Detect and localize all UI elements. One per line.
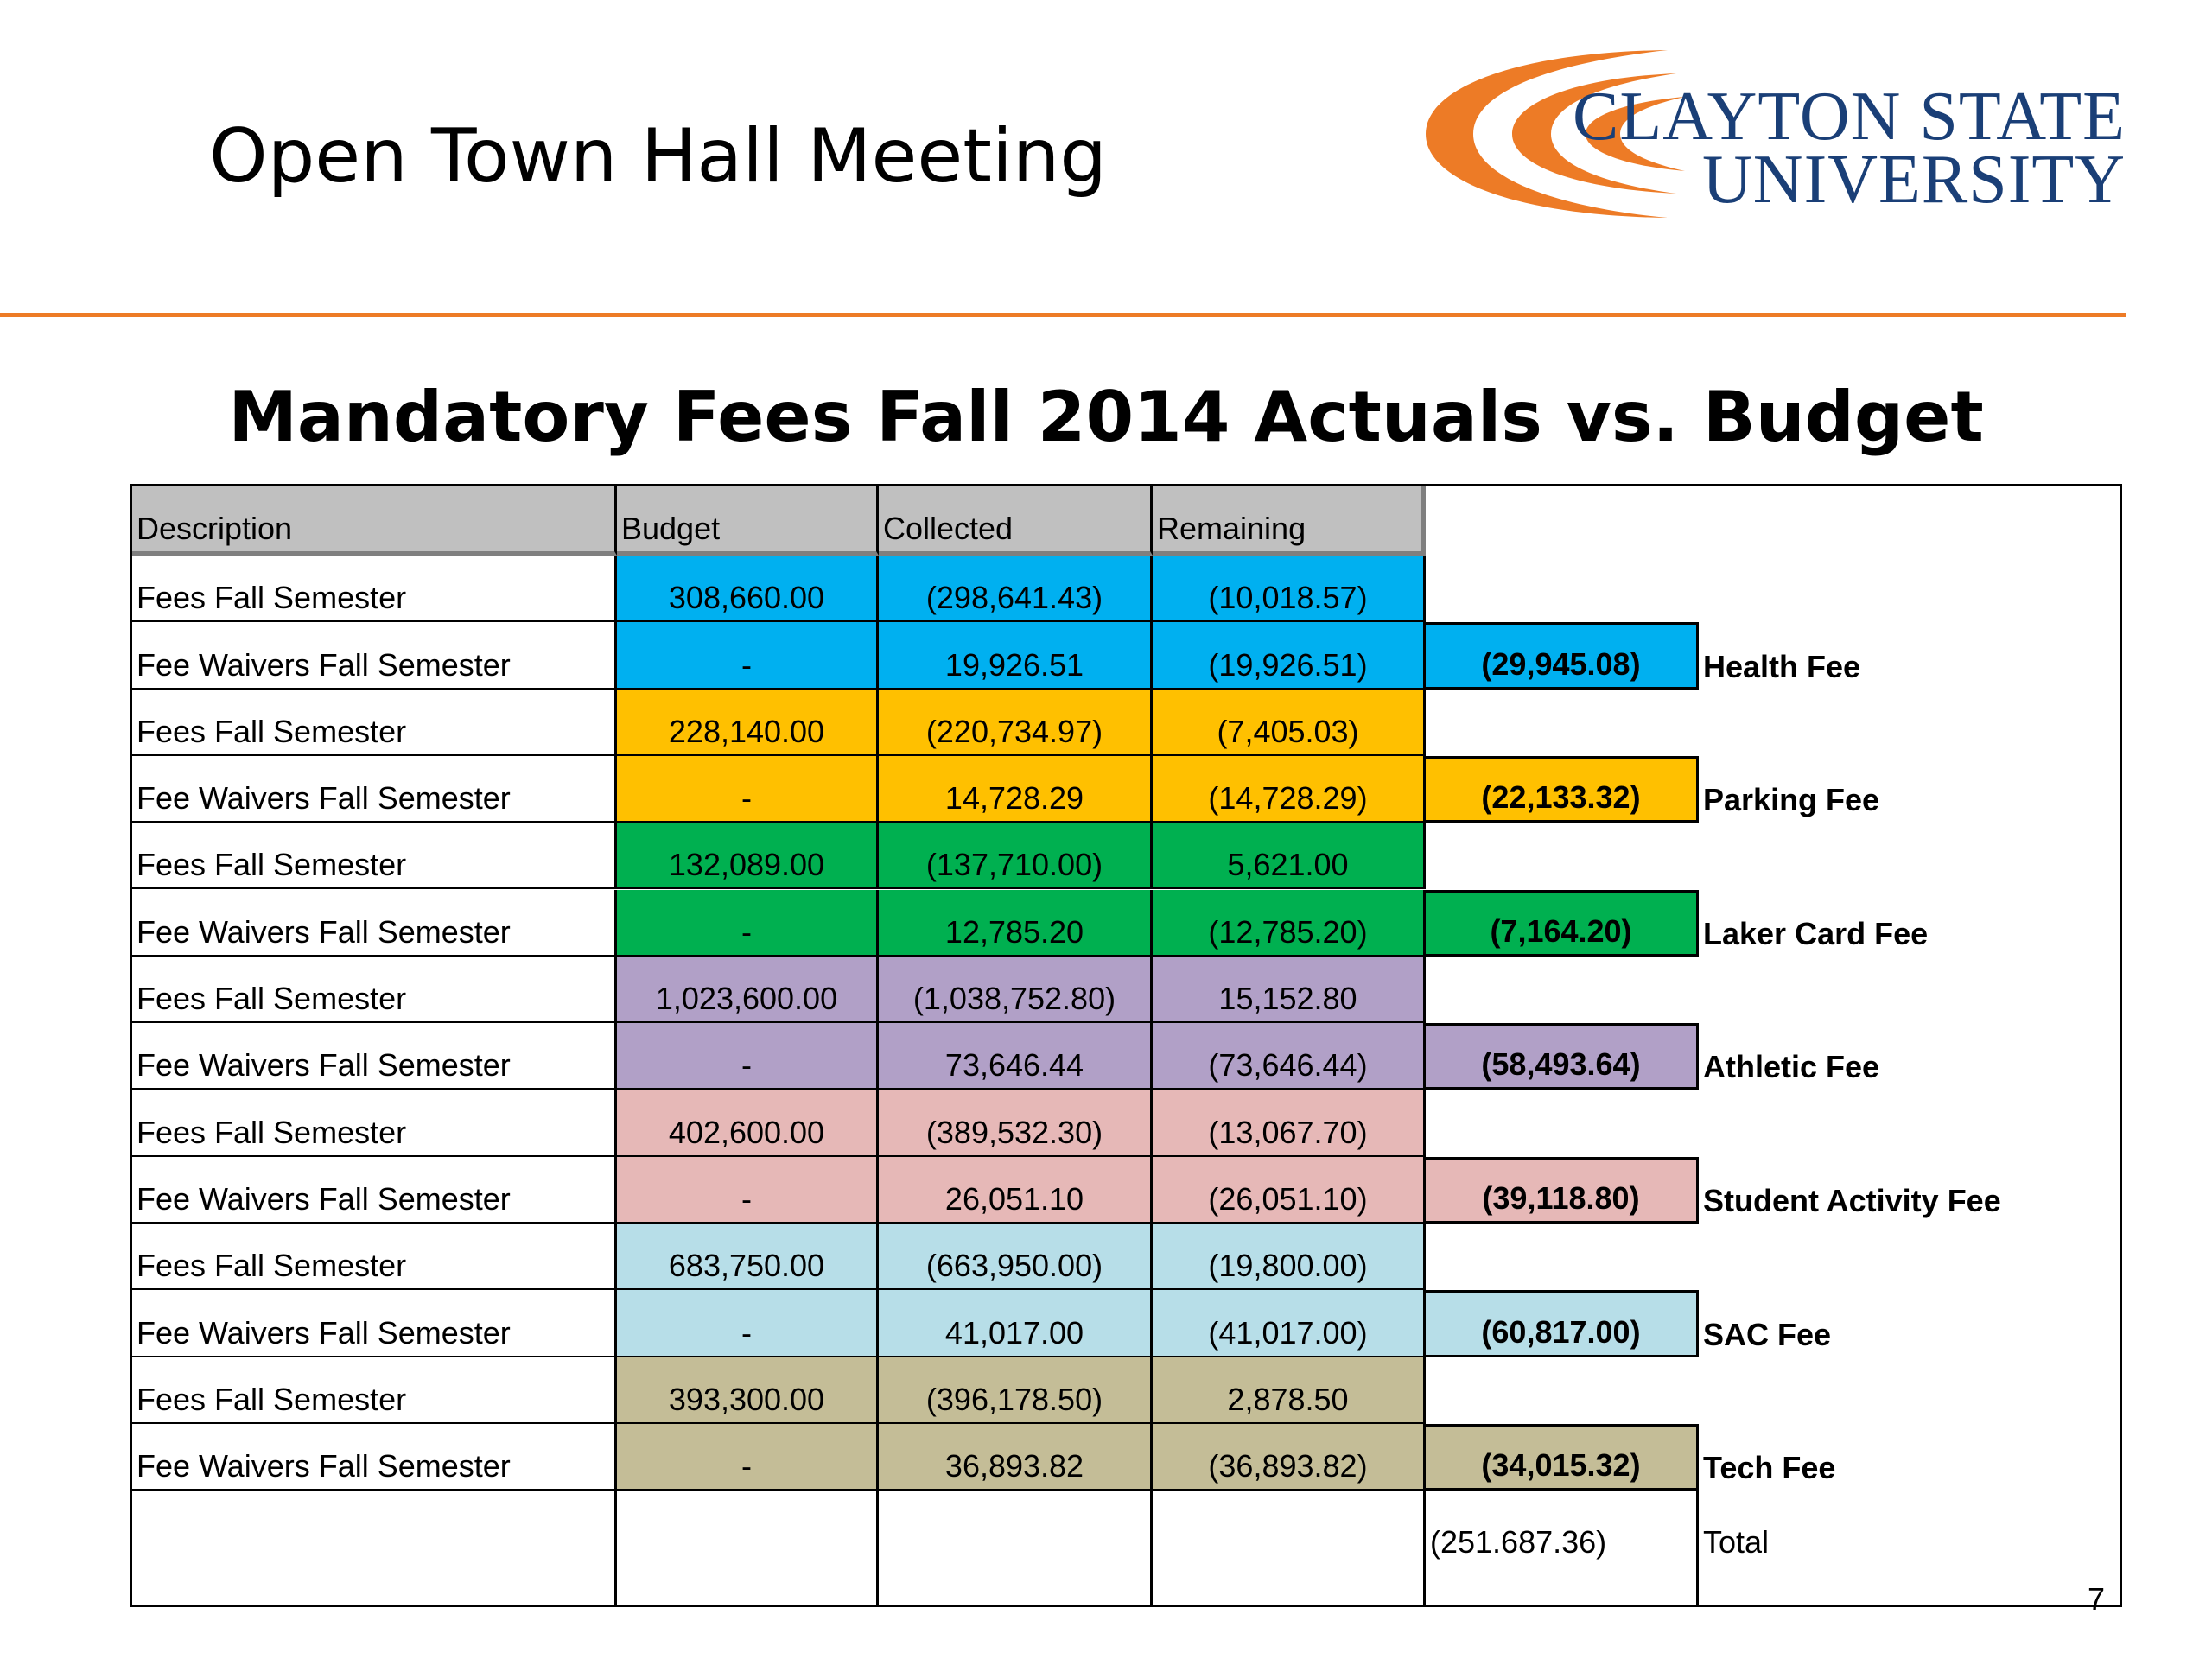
- row-remaining: (13,067.70): [1153, 1090, 1426, 1157]
- fee-name-label: Parking Fee: [1703, 782, 1880, 818]
- row-remaining: (10,018.57): [1153, 556, 1426, 623]
- row-collected: 12,785.20: [879, 889, 1153, 957]
- clayton-state-logo: CLAYTON STATE UNIVERSITY: [1408, 35, 2126, 233]
- row-description: Fees Fall Semester: [132, 556, 617, 623]
- page-number: 7: [2087, 1581, 2105, 1617]
- row-remaining: (41,017.00): [1153, 1290, 1426, 1357]
- swoosh-icon: [1426, 50, 1685, 218]
- row-collected: 73,646.44: [879, 1023, 1153, 1090]
- row-budget: 132,089.00: [617, 823, 879, 890]
- row-collected: (137,710.00): [879, 823, 1153, 890]
- row-description: Fees Fall Semester: [132, 689, 617, 756]
- header-description: Description: [132, 486, 617, 556]
- total-row-blank: [617, 1491, 879, 1608]
- row-remaining: (36,893.82): [1153, 1423, 1426, 1491]
- row-budget: -: [617, 1023, 879, 1090]
- row-remaining: 15,152.80: [1153, 956, 1426, 1024]
- total-row-blank: [1153, 1491, 1426, 1608]
- logo-text-line2: UNIVERSITY: [1702, 142, 2126, 218]
- fees-table: Description Budget Collected Remaining Fees …: [130, 484, 2122, 1608]
- row-collected: 41,017.00: [879, 1290, 1153, 1357]
- fee-net-value: (39,118.80): [1426, 1156, 1699, 1224]
- fee-name-label: Athletic Fee: [1703, 1049, 1880, 1085]
- row-remaining: (73,646.44): [1153, 1023, 1426, 1090]
- row-collected: (1,038,752.80): [879, 956, 1153, 1024]
- main-title: Mandatory Fees Fall 2014 Actuals vs. Bud…: [228, 377, 1984, 457]
- row-collected: 36,893.82: [879, 1423, 1153, 1491]
- fee-name-label: Student Activity Fee: [1703, 1182, 2001, 1218]
- fee-name-label: Tech Fee: [1703, 1450, 1836, 1486]
- row-remaining: (19,926.51): [1153, 622, 1426, 690]
- row-remaining: 5,621.00: [1153, 823, 1426, 890]
- total-row-blank: [132, 1491, 617, 1608]
- header-remaining: Remaining: [1153, 486, 1426, 556]
- row-budget: 402,600.00: [617, 1090, 879, 1157]
- row-description: Fees Fall Semester: [132, 956, 617, 1024]
- row-description: Fee Waivers Fall Semester: [132, 622, 617, 690]
- row-remaining: (7,405.03): [1153, 689, 1426, 756]
- row-budget: 1,023,600.00: [617, 956, 879, 1024]
- row-description: Fees Fall Semester: [132, 1090, 617, 1157]
- row-remaining: 2,878.50: [1153, 1357, 1426, 1424]
- fee-net-value: (7,164.20): [1426, 889, 1699, 957]
- header-budget: Budget: [617, 486, 879, 556]
- row-budget: -: [617, 1423, 879, 1491]
- fee-name-label: Health Fee: [1703, 648, 1861, 684]
- row-description: Fee Waivers Fall Semester: [132, 889, 617, 957]
- fee-name-label: Laker Card Fee: [1703, 915, 1929, 951]
- row-collected: (298,641.43): [879, 556, 1153, 623]
- row-remaining: (14,728.29): [1153, 755, 1426, 823]
- logo-text-line1: CLAYTON STATE: [1573, 79, 2126, 155]
- row-collected: (389,532.30): [879, 1090, 1153, 1157]
- row-budget: 308,660.00: [617, 556, 879, 623]
- header-collected: Collected: [879, 486, 1153, 556]
- row-description: Fee Waivers Fall Semester: [132, 1423, 617, 1491]
- row-collected: (663,950.00): [879, 1224, 1153, 1291]
- row-description: Fees Fall Semester: [132, 823, 617, 890]
- fee-name-label: SAC Fee: [1703, 1316, 1832, 1352]
- fee-net-value: (60,817.00): [1426, 1290, 1699, 1357]
- row-budget: 393,300.00: [617, 1357, 879, 1424]
- row-remaining: (19,800.00): [1153, 1224, 1426, 1291]
- row-budget: 683,750.00: [617, 1224, 879, 1291]
- row-budget: 228,140.00: [617, 689, 879, 756]
- row-collected: (396,178.50): [879, 1357, 1153, 1424]
- fee-net-value: (29,945.08): [1426, 622, 1699, 690]
- row-description: Fees Fall Semester: [132, 1224, 617, 1291]
- row-budget: -: [617, 622, 879, 690]
- fee-net-value: (34,015.32): [1426, 1423, 1699, 1491]
- row-collected: 19,926.51: [879, 622, 1153, 690]
- row-budget: -: [617, 889, 879, 957]
- row-description: Fee Waivers Fall Semester: [132, 1290, 617, 1357]
- row-remaining: (12,785.20): [1153, 889, 1426, 957]
- row-collected: 14,728.29: [879, 755, 1153, 823]
- fee-net-value: (22,133.32): [1426, 755, 1699, 823]
- total-label: Total: [1703, 1524, 1770, 1560]
- row-budget: -: [617, 755, 879, 823]
- fee-net-value: (58,493.64): [1426, 1023, 1699, 1090]
- row-budget: -: [617, 1156, 879, 1224]
- row-description: Fee Waivers Fall Semester: [132, 1023, 617, 1090]
- row-description: Fee Waivers Fall Semester: [132, 1156, 617, 1224]
- row-remaining: (26,051.10): [1153, 1156, 1426, 1224]
- slide-title: Open Town Hall Meeting: [209, 113, 1107, 200]
- row-budget: -: [617, 1290, 879, 1357]
- total-row-blank: [879, 1491, 1153, 1608]
- row-description: Fee Waivers Fall Semester: [132, 755, 617, 823]
- row-collected: (220,734.97): [879, 689, 1153, 756]
- row-description: Fees Fall Semester: [132, 1357, 617, 1424]
- row-collected: 26,051.10: [879, 1156, 1153, 1224]
- header-divider: [0, 313, 2126, 317]
- total-value: (251.687.36): [1426, 1491, 1699, 1608]
